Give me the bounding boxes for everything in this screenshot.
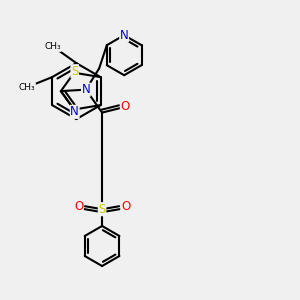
Text: S: S: [98, 203, 106, 216]
Text: O: O: [120, 100, 130, 113]
Text: O: O: [74, 200, 83, 213]
Text: N: N: [70, 105, 79, 119]
Text: S: S: [71, 65, 78, 78]
Text: CH₃: CH₃: [44, 42, 61, 51]
Text: N: N: [82, 83, 90, 96]
Text: CH₃: CH₃: [19, 83, 35, 92]
Text: O: O: [121, 200, 130, 213]
Text: N: N: [120, 29, 128, 42]
